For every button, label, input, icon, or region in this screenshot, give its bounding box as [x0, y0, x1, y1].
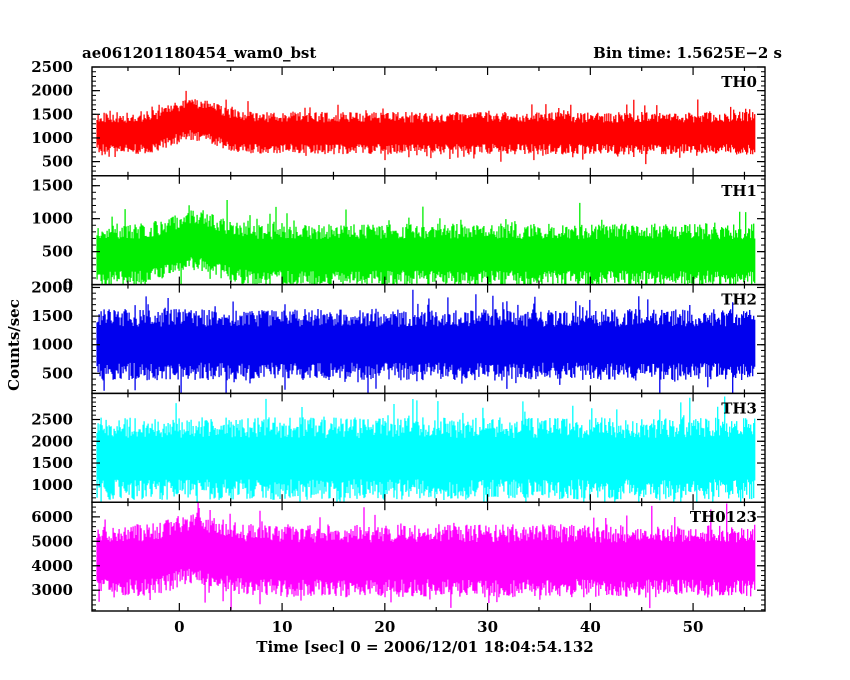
panel-th0: 500 1000 1500 2000 2500 TH0	[31, 58, 766, 177]
y-tick-label: 1000	[31, 129, 73, 147]
y-tick-label: 1500	[31, 307, 73, 325]
panel-label: TH0	[721, 73, 757, 91]
y-tick-label: 1000	[31, 336, 73, 354]
x-tick-label: 50	[683, 618, 704, 636]
x-tick-label: 20	[374, 618, 395, 636]
y-tick-label: 0	[63, 276, 73, 294]
panel-th2: 500 1000 1500 2000 TH2	[31, 278, 766, 395]
y-tick-label: 500	[42, 364, 73, 382]
panel-th0123: 3000 4000 5000 6000 TH0123	[31, 501, 766, 612]
x-tick-label: 10	[272, 618, 293, 636]
y-tick-label: 500	[42, 153, 73, 171]
y-tick-label: 4000	[31, 557, 73, 575]
y-tick-label: 2000	[31, 432, 73, 450]
panel-label: TH1	[721, 182, 757, 200]
y-tick-label: 2000	[31, 278, 73, 296]
y-tick-label: 2500	[31, 58, 73, 76]
y-axis-label: Counts/sec	[5, 299, 23, 391]
chart-title: ae061201180454_wam0_bst	[82, 44, 317, 62]
y-tick-label: 1000	[31, 210, 73, 228]
series-th3	[96, 396, 756, 503]
panel-label: TH0123	[690, 508, 757, 526]
panel-label: TH3	[721, 399, 757, 417]
y-tick-label: 2000	[31, 82, 73, 100]
y-tick-label: 5000	[31, 532, 73, 550]
y-tick-label: 1500	[31, 177, 73, 195]
y-tick-label: 2500	[31, 411, 73, 429]
x-tick-label: 40	[580, 618, 601, 636]
panel-th3: 1000 1500 2000 2500 TH3	[31, 392, 766, 503]
series-th2	[96, 289, 756, 394]
y-tick-label: 3000	[31, 581, 73, 599]
y-tick-label: 6000	[31, 508, 73, 526]
bin-time-label: Bin time: 1.5625E−2 s	[593, 44, 782, 62]
x-axis-label: Time [sec] 0 = 2006/12/01 18:04:54.132	[256, 638, 594, 656]
x-tick-label: 30	[477, 618, 498, 636]
y-tick-label: 500	[42, 243, 73, 261]
series-th1	[96, 200, 756, 285]
panel-label: TH2	[721, 291, 757, 309]
series-th0123	[96, 502, 756, 610]
y-tick-label: 1000	[31, 476, 73, 494]
y-tick-label: 1500	[31, 454, 73, 472]
x-tick-label: 0	[174, 618, 184, 636]
panel-th1: 0 500 1000 1500 TH1	[31, 175, 766, 294]
panel-frame	[91, 501, 766, 612]
series-th0	[96, 90, 756, 165]
y-tick-label: 1500	[31, 105, 73, 123]
